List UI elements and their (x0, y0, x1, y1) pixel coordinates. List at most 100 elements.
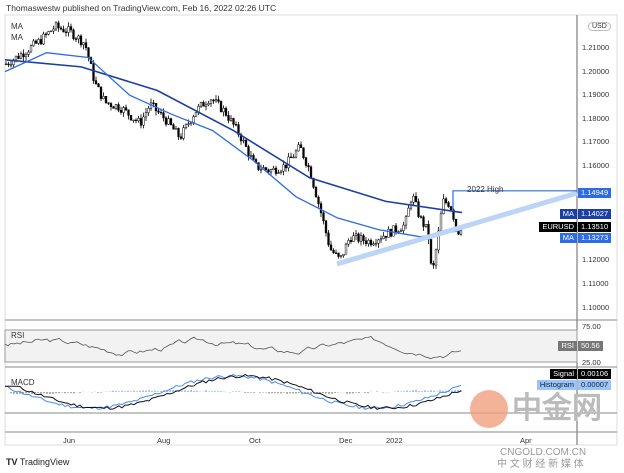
candle-body (109, 103, 113, 107)
y-tick: 1.19000 (582, 90, 610, 100)
candle-body (369, 240, 373, 246)
candle-body (284, 164, 288, 169)
candle-body (57, 22, 60, 29)
candle-body (29, 45, 33, 53)
currency-button[interactable]: USD (588, 22, 611, 31)
ma-fast-label: MA (559, 233, 577, 243)
candle-body (194, 112, 198, 117)
candle-body (414, 196, 418, 202)
candle-body (347, 240, 350, 245)
candle-body (119, 109, 123, 113)
candle-body (124, 107, 128, 111)
candle-body (19, 53, 23, 59)
candle-body (152, 102, 155, 104)
candle-body (62, 28, 65, 33)
candle-body (247, 146, 250, 157)
candle-body (27, 51, 30, 55)
candle-body (307, 165, 310, 168)
candle-body (299, 144, 303, 149)
candle-body (157, 110, 160, 113)
candle-body (352, 235, 355, 242)
watermark-title: 中金网 (512, 392, 602, 425)
publisher-header: Thomaswestw published on TradingView.com… (6, 3, 277, 13)
candle-body (349, 240, 353, 242)
candle-body (394, 225, 398, 233)
candle-body (259, 169, 263, 171)
candle-body (344, 243, 348, 255)
high-2022-line (452, 190, 577, 211)
candle-body (267, 169, 270, 173)
candle-body (437, 230, 440, 251)
candle-body (82, 42, 85, 46)
ma-fast-tag: 1.13273 (578, 233, 612, 243)
candle-body (84, 42, 88, 48)
candle-body (217, 99, 220, 102)
candle-body (59, 27, 63, 30)
y-tick: 1.17000 (582, 137, 610, 147)
candle-body (39, 39, 43, 45)
ma-legend-1: MA (11, 22, 23, 31)
candle-body (102, 96, 105, 99)
ma-slow-label: MA (559, 209, 577, 219)
candle-body (142, 116, 145, 126)
candle-body (309, 166, 313, 179)
candle-body (272, 167, 275, 171)
candle-body (342, 253, 345, 256)
candle-body (334, 252, 338, 254)
candle-body (249, 155, 253, 157)
candle-body (324, 220, 328, 234)
candle-body (112, 106, 115, 109)
candle-body (122, 107, 125, 113)
candle-body (442, 198, 445, 215)
candle-body (219, 101, 223, 113)
candle-body (92, 63, 95, 81)
candle-body (144, 112, 148, 118)
candle-body (187, 123, 190, 125)
candle-body (407, 207, 410, 217)
candle-body (317, 196, 320, 204)
candle-body (44, 33, 48, 36)
rsi-tick-25: 25.00 (582, 358, 601, 367)
candle-body (234, 124, 238, 126)
candle-body (37, 39, 40, 44)
candle-body (232, 118, 235, 125)
candle-body (134, 119, 138, 122)
candle-body (367, 240, 370, 244)
candle-body (14, 55, 18, 61)
candle-body (279, 170, 283, 173)
candle-body (392, 225, 395, 237)
candle-body (362, 235, 365, 242)
candle-body (77, 35, 80, 40)
candle-body (432, 263, 435, 266)
support-trendline (336, 190, 578, 267)
candle-body (114, 104, 118, 109)
candle-body (244, 139, 248, 147)
rsi-legend: RSI (11, 331, 25, 340)
candle-body (7, 63, 10, 66)
candle-body (274, 167, 278, 174)
x-tick-dec: Dec (339, 436, 353, 445)
candle-body (377, 239, 380, 244)
candle-body (447, 202, 450, 207)
candle-body (104, 96, 108, 103)
candle-body (429, 239, 433, 264)
candle-body (42, 33, 45, 45)
candle-body (304, 157, 308, 166)
y-tick: 1.21000 (582, 43, 610, 52)
symbol-label: EURUSD (539, 222, 577, 232)
y-tick: 1.18000 (582, 113, 610, 123)
candle-body (162, 112, 165, 119)
candle-body (132, 119, 135, 122)
candle-body (374, 243, 378, 245)
candle-body (129, 115, 133, 121)
x-tick-jun: Jun (63, 436, 76, 445)
candle-body (242, 139, 245, 142)
candle-body (399, 230, 403, 232)
candle-body (222, 107, 225, 113)
candle-body (329, 244, 333, 251)
candle-body (389, 229, 393, 237)
candle-body (94, 80, 98, 85)
candle-body (169, 118, 173, 125)
signal-line (5, 373, 462, 410)
